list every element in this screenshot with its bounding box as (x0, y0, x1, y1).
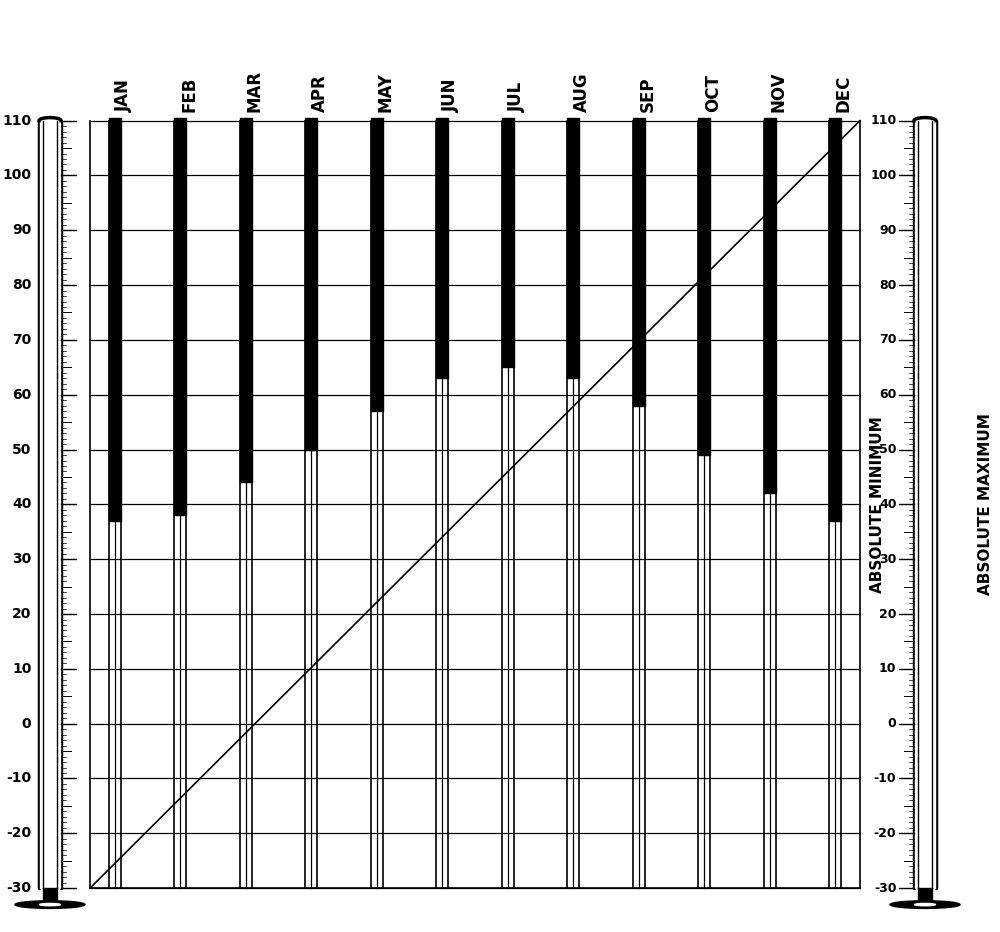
Text: 110: 110 (870, 114, 896, 127)
Text: MAR: MAR (246, 70, 264, 113)
Text: 10: 10 (12, 662, 32, 676)
Text: -20: -20 (6, 827, 32, 841)
Text: 0: 0 (22, 717, 32, 731)
Text: JAN: JAN (115, 79, 133, 113)
Text: -20: -20 (874, 827, 896, 840)
Text: ABSOLUTE MAXIMUM: ABSOLUTE MAXIMUM (978, 414, 992, 596)
Text: 70: 70 (879, 334, 896, 347)
Text: 30: 30 (12, 552, 32, 567)
Text: OCT: OCT (704, 75, 722, 113)
Text: JUN: JUN (442, 79, 460, 113)
Circle shape (914, 903, 936, 906)
Text: 0: 0 (888, 717, 896, 730)
Text: 40: 40 (12, 498, 32, 512)
Text: 60: 60 (879, 389, 896, 402)
Circle shape (15, 900, 85, 909)
Text: -10: -10 (6, 772, 32, 786)
Text: 60: 60 (12, 388, 32, 402)
Text: 110: 110 (2, 114, 32, 128)
Text: AUG: AUG (573, 73, 591, 113)
Text: 50: 50 (879, 443, 896, 456)
Text: 20: 20 (879, 608, 896, 621)
Text: DEC: DEC (835, 75, 853, 113)
Text: 10: 10 (879, 663, 896, 676)
Text: SEP: SEP (639, 76, 657, 113)
Text: -10: -10 (874, 772, 896, 785)
Text: APR: APR (311, 75, 329, 113)
Text: 50: 50 (12, 443, 32, 457)
Text: 100: 100 (870, 169, 896, 182)
Text: -30: -30 (7, 881, 32, 895)
Text: NOV: NOV (770, 72, 788, 113)
Text: 40: 40 (879, 498, 896, 511)
Text: 70: 70 (12, 333, 32, 347)
Circle shape (890, 900, 960, 909)
Text: 90: 90 (12, 224, 32, 238)
Text: 80: 80 (879, 279, 896, 292)
Text: 90: 90 (879, 224, 896, 237)
Text: 80: 80 (12, 278, 32, 292)
Text: 100: 100 (2, 169, 32, 183)
Text: 20: 20 (12, 607, 32, 621)
Text: ABSOLUTE MINIMUM: ABSOLUTE MINIMUM (870, 416, 885, 593)
Text: MAY: MAY (377, 73, 395, 113)
Circle shape (40, 903, 60, 906)
Text: JUL: JUL (508, 82, 526, 113)
Text: -30: -30 (874, 882, 896, 895)
Text: FEB: FEB (180, 77, 198, 113)
Text: 30: 30 (879, 553, 896, 566)
